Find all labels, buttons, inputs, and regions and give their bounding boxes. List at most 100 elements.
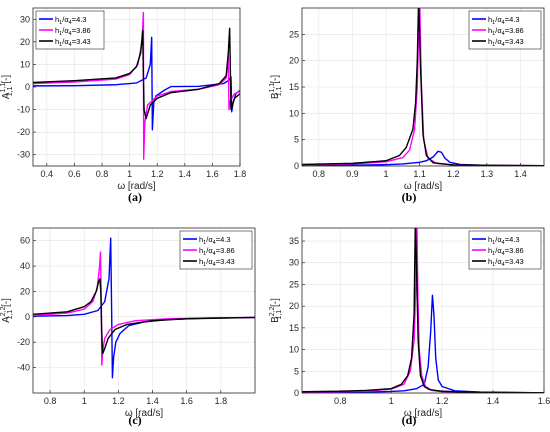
- x-tick-label: 1.2: [436, 396, 449, 406]
- legend-entry-h43-label: h1/α4=4.3: [488, 15, 520, 26]
- axes-box: [32, 227, 256, 394]
- legend-entry-h386: h1/α4=3.86: [472, 26, 524, 37]
- panel-b-caption: (b): [401, 190, 417, 204]
- series-h43-line: [302, 294, 544, 393]
- y-tick-label: 10: [20, 59, 30, 69]
- x-axis-label: ω [rad/s]: [125, 408, 164, 419]
- x-tick-label: 1.8: [234, 169, 247, 179]
- x-tick-label: 1.6: [180, 396, 193, 406]
- y-tick-label: 0: [294, 161, 299, 171]
- y-tick-label: 0: [294, 388, 299, 398]
- legend-entry-h43: h1/α4=4.3: [472, 235, 520, 246]
- x-tick-label: 1.1: [413, 169, 426, 179]
- x-tick-label: 0.8: [313, 169, 326, 179]
- x-tick-label: 1: [82, 396, 87, 406]
- y-tick-label: 30: [289, 258, 299, 268]
- panel-a: 0.4 0.6 0.8 1 1.2 1.4 1.6 1.8 -30 -20 -10 0 10 20 30 ω …: [0, 7, 247, 192]
- y-tick-label: 20: [20, 37, 30, 47]
- legend-entry-h386-label: h1/α4=3.86: [55, 26, 91, 37]
- x-tick-label: 1.2: [112, 396, 125, 406]
- x-axis-label: ω [rad/s]: [117, 181, 156, 192]
- legend-entry-h43: h1/α4=4.3: [472, 15, 520, 26]
- x-tick-label: 1: [389, 396, 394, 406]
- x-tick-label: 1.3: [481, 169, 494, 179]
- y-tick-label: 0: [25, 312, 30, 322]
- legend-entry-h386-label: h1/α4=3.86: [488, 246, 524, 257]
- series-group: [302, 8, 544, 166]
- legend-entry-h343: h1/α4=3.43: [472, 37, 524, 48]
- legend-entry-h386: h1/α4=3.86: [183, 246, 235, 257]
- y-axis-label: B1,11,1 [-]: [269, 75, 283, 100]
- y-tick-label: 10: [289, 345, 299, 355]
- y-tick-label: 20: [20, 286, 30, 296]
- legend-entry-h343: h1/α4=3.43: [39, 37, 91, 48]
- legend-entry-h43-label: h1/α4=4.3: [488, 235, 520, 246]
- x-tick-label: 1: [127, 169, 132, 179]
- panel-a-caption: (a): [128, 190, 142, 204]
- x-tick-label: 1.4: [487, 396, 500, 406]
- legend-entry-h386-label: h1/α4=3.86: [488, 26, 524, 37]
- series-h343-line: [33, 27, 240, 120]
- y-tick-label: -20: [17, 127, 30, 137]
- y-tick-label: -30: [17, 150, 30, 160]
- legend-entry-h343-label: h1/α4=3.43: [199, 257, 235, 268]
- x-tick-label: 1.4: [514, 169, 527, 179]
- legend-box: [35, 10, 105, 50]
- panel-c-caption: (c): [128, 413, 142, 427]
- y-tick-label: 60: [20, 236, 30, 246]
- panel-c: 0.8 1 1.2 1.4 1.6 1.8 -40 -20 0 20 40 60 ω [rad/s] A2…: [0, 227, 256, 419]
- series-group: [33, 237, 255, 379]
- legend-entry-h343-label: h1/α4=3.43: [55, 37, 91, 48]
- y-tick-label: -20: [17, 337, 30, 347]
- legend-entry-h343-label: h1/α4=3.43: [488, 257, 524, 268]
- series-group: [33, 11, 240, 160]
- legend-entry-h343: h1/α4=3.43: [183, 257, 235, 268]
- x-tick-label: 1.8: [215, 396, 228, 406]
- panel-d-caption: (d): [401, 413, 417, 427]
- series-h43-line: [302, 150, 544, 166]
- x-axis-label: ω [rad/s]: [404, 408, 443, 419]
- x-tick-label: 1.4: [179, 169, 192, 179]
- x-tick-label: 1.2: [151, 169, 164, 179]
- y-tick-label: 5: [294, 366, 299, 376]
- x-tick-label: 0.8: [44, 396, 57, 406]
- legend-entry-h343: h1/α4=3.43: [472, 257, 524, 268]
- y-tick-label: 40: [20, 261, 30, 271]
- legend-entry-h43: h1/α4=4.3: [39, 15, 87, 26]
- legend-entry-h343-label: h1/α4=3.43: [488, 37, 524, 48]
- series-h343-line: [302, 228, 544, 393]
- series-group: [302, 228, 544, 393]
- y-tick-label: 15: [289, 82, 299, 92]
- y-tick-label: 20: [289, 56, 299, 66]
- legend-entry-h386-label: h1/α4=3.86: [199, 246, 235, 257]
- y-tick-label: 25: [289, 279, 299, 289]
- y-axis-label: A1,11,1 [-]: [0, 75, 14, 100]
- y-tick-label: 10: [289, 108, 299, 118]
- legend-entry-h43: h1/α4=4.3: [183, 235, 231, 246]
- y-tick-label: -40: [17, 363, 30, 373]
- series-h43-line: [33, 36, 240, 131]
- panel-d: 0.8 1 1.2 1.4 1.6 0 5 10 15 20 25 30 35 ω [rad/s] B2,2…: [269, 227, 550, 419]
- axes-box: [301, 227, 545, 394]
- y-tick-label: 5: [294, 135, 299, 145]
- legend-entry-h386: h1/α4=3.86: [472, 246, 524, 257]
- y-tick-label: 25: [289, 29, 299, 39]
- x-tick-label: 0.8: [334, 396, 347, 406]
- legend-entry-h386: h1/α4=3.86: [39, 26, 91, 37]
- y-tick-label: 30: [20, 14, 30, 24]
- legend-entry-h43-label: h1/α4=4.3: [55, 15, 87, 26]
- y-axis-label: A2,21,1 [-]: [0, 298, 14, 323]
- y-tick-label: 35: [289, 236, 299, 246]
- series-h343-line: [302, 8, 544, 166]
- x-tick-label: 0.9: [346, 169, 359, 179]
- series-h343-line: [33, 278, 255, 355]
- y-axis-label: B2,21,1 [-]: [269, 298, 283, 323]
- x-tick-label: 0.6: [68, 169, 81, 179]
- y-tick-label: -10: [17, 105, 30, 115]
- x-tick-label: 1.6: [538, 396, 550, 406]
